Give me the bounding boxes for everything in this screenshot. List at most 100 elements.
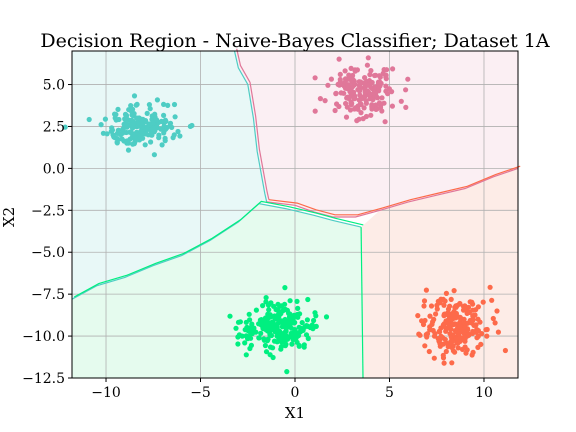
data-point-class-1 <box>138 116 144 122</box>
region-class-2 <box>234 51 518 217</box>
data-point-class-4 <box>461 304 467 310</box>
data-point-class-3 <box>235 334 241 340</box>
data-point-class-1 <box>138 129 144 135</box>
data-point-class-4 <box>441 360 447 366</box>
data-point-class-4 <box>437 300 443 306</box>
data-point-class-4 <box>431 355 437 361</box>
data-point-class-3 <box>304 317 310 323</box>
data-point-class-2 <box>312 75 318 81</box>
y-tick-label: −5.0 <box>31 245 65 261</box>
data-point-class-2 <box>333 90 339 96</box>
data-point-class-3 <box>296 343 302 349</box>
data-point-class-4 <box>470 313 476 319</box>
data-point-class-2 <box>353 105 359 111</box>
boundary-lower-diagonal <box>71 202 362 300</box>
boundary-lower-diagonal <box>73 200 364 298</box>
data-point-class-3 <box>278 311 284 317</box>
data-point-class-2 <box>332 107 338 114</box>
data-point-class-3 <box>287 298 293 304</box>
x-tick-label: 5 <box>385 385 394 401</box>
data-point-class-3 <box>282 285 288 291</box>
data-point-class-1 <box>153 117 160 123</box>
data-point-class-3 <box>266 307 272 313</box>
data-point-class-1 <box>109 127 115 133</box>
data-point-class-4 <box>470 328 476 335</box>
data-point-class-4 <box>478 341 484 347</box>
x-tick-label: 10 <box>475 385 493 401</box>
data-point-class-1 <box>147 106 153 112</box>
data-point-class-4 <box>452 349 458 355</box>
data-point-class-3 <box>247 317 253 323</box>
data-point-class-4 <box>490 315 496 322</box>
data-point-class-4 <box>435 336 441 342</box>
data-point-class-1 <box>130 106 136 112</box>
data-point-class-4 <box>480 299 486 305</box>
data-point-class-4 <box>453 336 459 342</box>
data-point-class-4 <box>451 288 457 294</box>
data-point-class-3 <box>313 313 319 319</box>
data-point-class-3 <box>268 321 274 327</box>
data-point-class-3 <box>294 339 300 345</box>
data-point-class-1 <box>120 130 126 136</box>
data-point-class-4 <box>483 327 489 333</box>
data-point-class-4 <box>461 334 467 341</box>
data-point-class-1 <box>146 102 152 108</box>
data-point-class-2 <box>350 84 356 90</box>
data-point-class-2 <box>317 96 323 102</box>
data-point-class-1 <box>171 101 178 108</box>
data-point-class-4 <box>443 348 449 355</box>
data-point-class-1 <box>112 115 118 121</box>
data-point-class-2 <box>364 62 370 68</box>
data-point-class-1 <box>131 93 138 99</box>
data-point-class-4 <box>489 297 495 303</box>
data-point-class-4 <box>494 308 500 314</box>
data-point-class-2 <box>343 114 350 120</box>
y-tick-label: −10.0 <box>22 329 65 345</box>
x-ticks: −10 −5 0 5 10 <box>91 378 493 401</box>
data-point-class-2 <box>367 96 373 102</box>
data-point-class-3 <box>271 303 277 309</box>
data-point-class-3 <box>305 296 311 303</box>
data-point-class-1 <box>131 141 137 147</box>
data-point-class-4 <box>470 317 476 323</box>
region-class-1 <box>72 51 267 300</box>
data-point-class-2 <box>362 75 368 81</box>
data-point-class-2 <box>354 118 360 124</box>
data-point-class-4 <box>415 313 421 319</box>
data-point-class-4 <box>474 335 480 341</box>
data-point-class-1 <box>114 130 121 136</box>
data-point-class-4 <box>437 343 443 349</box>
x-tick-label: −10 <box>91 385 121 401</box>
data-point-class-3 <box>282 329 288 335</box>
data-point-class-2 <box>398 98 404 104</box>
data-point-class-2 <box>390 66 396 72</box>
y-tick-label: −12.5 <box>22 371 65 387</box>
boundary-left-vertical <box>236 48 270 200</box>
data-point-class-3 <box>295 333 302 339</box>
data-point-class-4 <box>453 303 459 309</box>
data-point-class-2 <box>376 73 382 79</box>
data-point-class-4 <box>459 346 466 352</box>
data-point-class-3 <box>307 324 313 331</box>
data-point-class-2 <box>346 94 352 100</box>
data-point-class-2 <box>357 79 363 85</box>
data-point-class-4 <box>422 317 428 324</box>
data-point-class-2 <box>386 86 392 92</box>
data-point-class-4 <box>430 319 436 325</box>
data-point-class-2 <box>379 108 385 114</box>
data-point-class-1 <box>161 101 167 107</box>
region-class-4 <box>361 168 518 378</box>
data-point-class-3 <box>244 334 250 340</box>
data-point-class-3 <box>299 320 305 326</box>
data-point-class-3 <box>247 345 253 352</box>
data-point-class-1 <box>147 122 153 128</box>
data-point-class-1 <box>162 135 168 141</box>
y-tick-label: 0.0 <box>43 161 65 177</box>
data-point-class-4 <box>447 331 453 337</box>
data-point-class-1 <box>124 138 130 144</box>
data-point-class-3 <box>294 298 300 304</box>
data-point-class-4 <box>452 313 458 320</box>
data-point-class-3 <box>227 313 233 319</box>
data-point-class-4 <box>457 314 463 320</box>
